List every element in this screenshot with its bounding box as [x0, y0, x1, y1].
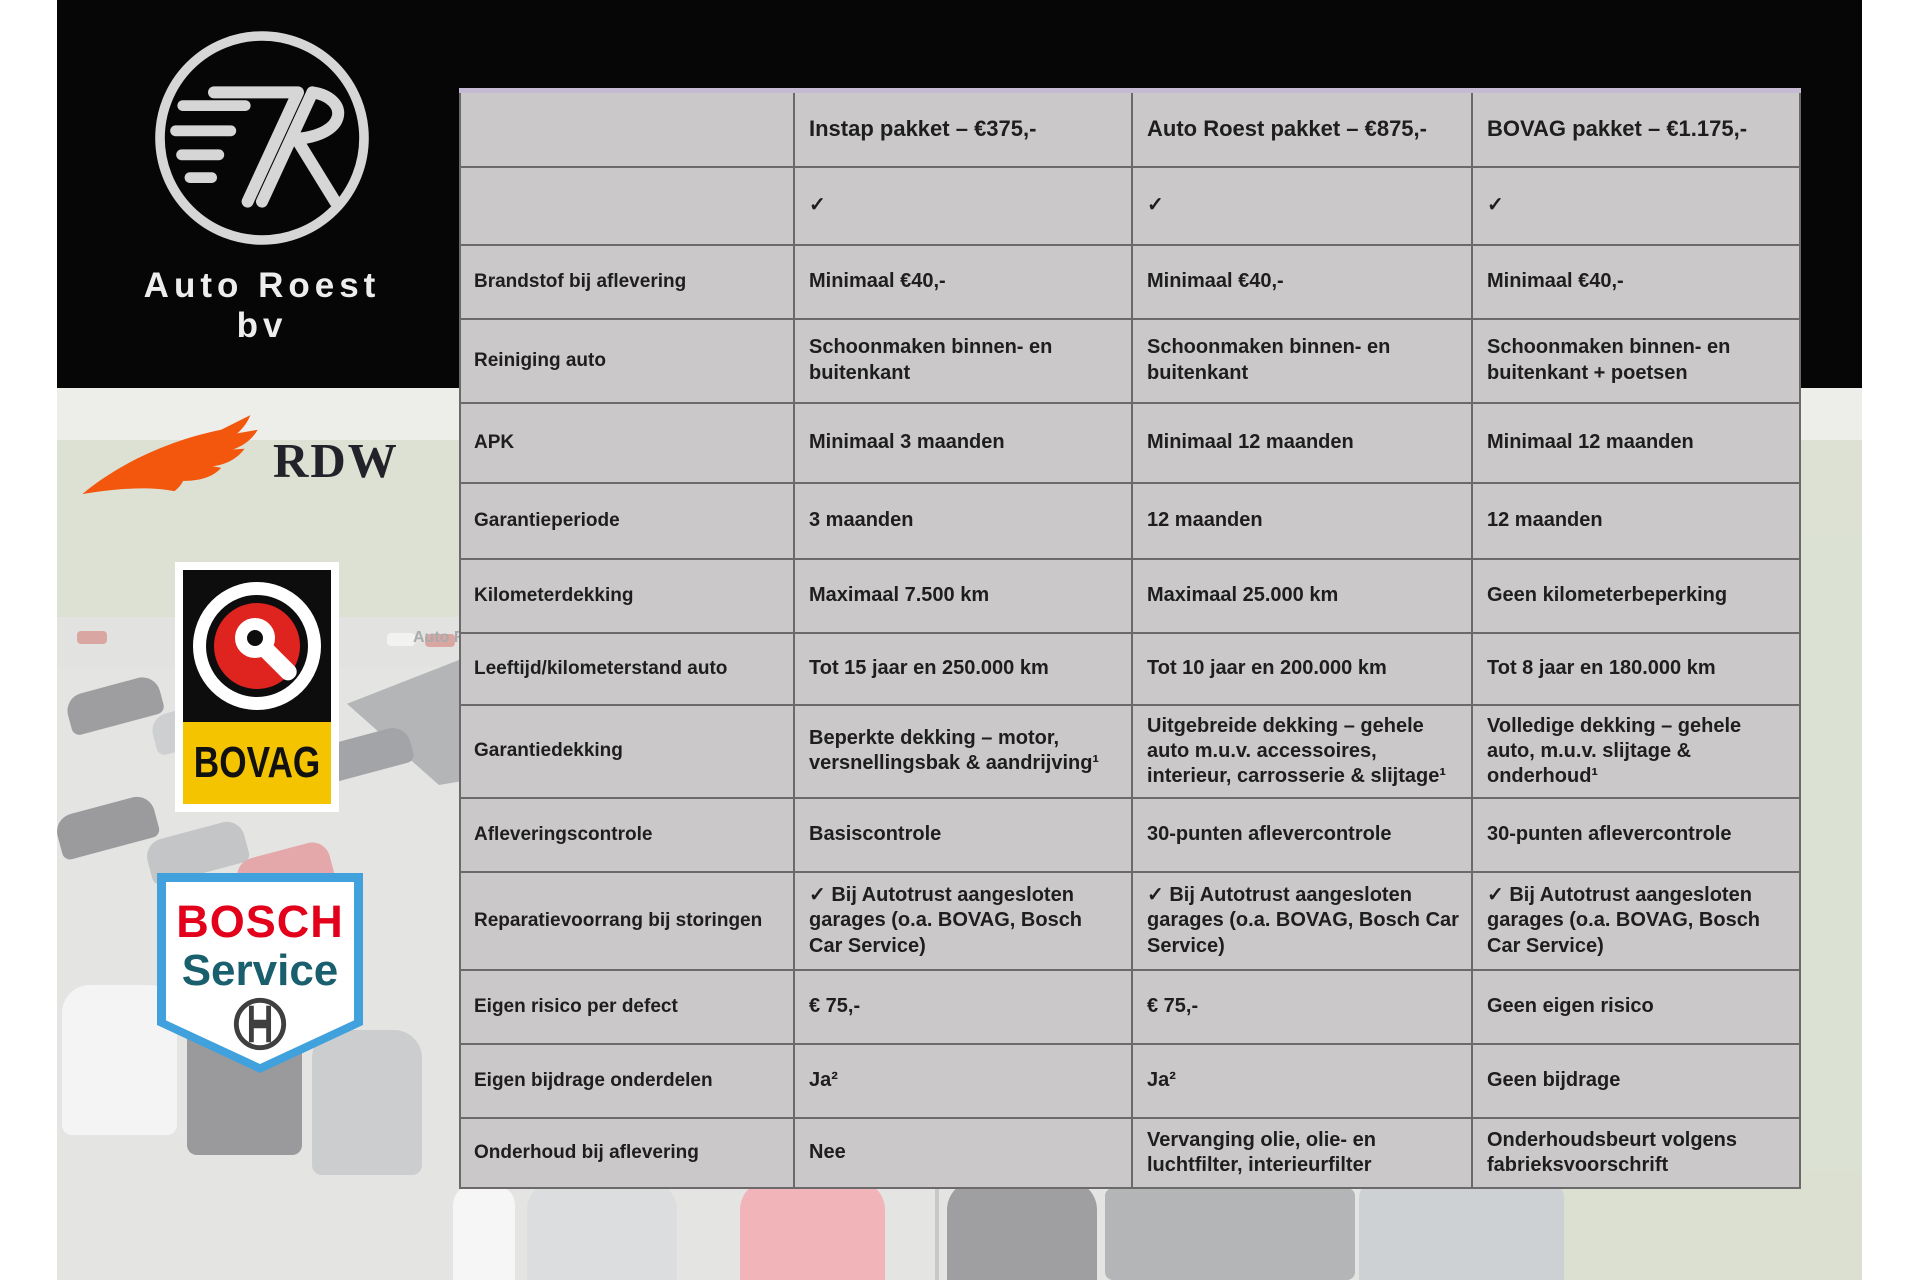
bovag-logo: BOVAG: [175, 562, 339, 812]
rdw-wordmark: RDW: [273, 433, 399, 488]
row-label: Leeftijd/kilometerstand auto: [459, 631, 795, 706]
photo-car: [453, 1185, 515, 1280]
package-value-cell: Minimaal €40,-: [1131, 243, 1473, 320]
package-value-cell: Beperkte dekking – motor, versnellingsba…: [793, 703, 1133, 800]
auto-roest-logo: Auto Roest bv: [117, 18, 407, 346]
package-value-cell: Tot 8 jaar en 180.000 km: [1471, 631, 1801, 706]
row-label: Reparatievoorrang bij storingen: [459, 871, 795, 972]
rdw-logo: RDW: [75, 404, 475, 514]
brand-name: Auto Roest bv: [143, 266, 381, 345]
table-row: Reiniging auto Schoonmaken binnen- en bu…: [459, 317, 1801, 404]
row-label: Garantiedekking: [459, 703, 795, 800]
table-row: Eigen bijdrage onderdelen Ja² Ja² Geen b…: [459, 1043, 1801, 1120]
row-label: Brandstof bij aflevering: [459, 243, 795, 320]
table-row: Garantieperiode 3 maanden 12 maanden 12 …: [459, 481, 1801, 560]
package-value-cell: ✓ Bij Autotrust aangesloten garages (o.a…: [1131, 871, 1473, 972]
package-value-cell: Minimaal 3 maanden: [793, 401, 1133, 484]
package-value-cell: Geen eigen risico: [1471, 969, 1801, 1046]
package-value-cell: Nee: [793, 1117, 1133, 1190]
table-header-row: Instap pakket – €375,- Auto Roest pakket…: [459, 89, 1801, 168]
included-checkmark: ✓: [793, 165, 1133, 246]
table-row: Brandstof bij aflevering Minimaal €40,- …: [459, 243, 1801, 320]
bosch-service-label: Service: [181, 946, 339, 995]
package-value-cell: Ja²: [793, 1043, 1133, 1120]
bosch-service-logo: BOSCH Service: [157, 873, 363, 1073]
included-checkmark: ✓: [1131, 165, 1473, 246]
package-value-cell: Minimaal 12 maanden: [1131, 401, 1473, 484]
package-value-cell: € 75,-: [793, 969, 1133, 1046]
package-value-cell: 3 maanden: [793, 481, 1133, 560]
photo-car: [63, 673, 166, 737]
row-label: Kilometerdekking: [459, 557, 795, 634]
package-value-cell: ✓ Bij Autotrust aangesloten garages (o.a…: [793, 871, 1133, 972]
row-label: Eigen bijdrage onderdelen: [459, 1043, 795, 1120]
column-header-instap: Instap pakket – €375,-: [793, 89, 1133, 168]
package-value-cell: Schoonmaken binnen- en buitenkant + poet…: [1471, 317, 1801, 404]
package-value-cell: Minimaal €40,-: [793, 243, 1133, 320]
row-label: Eigen risico per defect: [459, 969, 795, 1046]
table-row: Leeftijd/kilometerstand auto Tot 15 jaar…: [459, 631, 1801, 706]
photo-car: [947, 1180, 1097, 1280]
photo-car: [740, 1180, 885, 1280]
row-label: APK: [459, 401, 795, 484]
table-row: APK Minimaal 3 maanden Minimaal 12 maand…: [459, 401, 1801, 484]
photo-car: [57, 792, 161, 862]
auto-roest-7r-monogram-icon: [155, 31, 369, 245]
row-label: Afleveringscontrole: [459, 797, 795, 874]
package-value-cell: Schoonmaken binnen- en buitenkant: [793, 317, 1133, 404]
row-label: Onderhoud bij aflevering: [459, 1117, 795, 1190]
photo-van: [1359, 1175, 1564, 1280]
bovag-wordmark: BOVAG: [183, 722, 331, 804]
photo-car: [527, 1180, 677, 1280]
package-value-cell: Geen kilometerbeperking: [1471, 557, 1801, 634]
row-label: Reiniging auto: [459, 317, 795, 404]
table-row: Afleveringscontrole Basiscontrole 30-pun…: [459, 797, 1801, 874]
package-value-cell: Tot 10 jaar en 200.000 km: [1131, 631, 1473, 706]
package-comparison-table: Instap pakket – €375,- Auto Roest pakket…: [459, 88, 1801, 1190]
table-row: Eigen risico per defect € 75,- € 75,- Ge…: [459, 969, 1801, 1046]
bovag-emblem-icon: [183, 570, 331, 722]
package-value-cell: 12 maanden: [1471, 481, 1801, 560]
table-row: Kilometerdekking Maximaal 7.500 km Maxim…: [459, 557, 1801, 634]
package-value-cell: 12 maanden: [1131, 481, 1473, 560]
row-label: Garantieperiode: [459, 481, 795, 560]
rdw-swoosh-icon: [82, 415, 258, 495]
column-header-empty: [459, 89, 795, 168]
column-header-bovag: BOVAG pakket – €1.175,-: [1471, 89, 1801, 168]
photo-grass: [1798, 535, 1862, 1280]
row-label: [459, 165, 795, 246]
package-value-cell: Geen bijdrage: [1471, 1043, 1801, 1120]
package-value-cell: Minimaal €40,-: [1471, 243, 1801, 320]
table-row: Onderhoud bij aflevering Nee Vervanging …: [459, 1117, 1801, 1190]
column-header-auto-roest: Auto Roest pakket – €875,-: [1131, 89, 1473, 168]
package-value-cell: Minimaal 12 maanden: [1471, 401, 1801, 484]
package-value-cell: Basiscontrole: [793, 797, 1133, 874]
table-row: Garantiedekking Beperkte dekking – motor…: [459, 703, 1801, 800]
photo-car: [425, 634, 455, 647]
package-value-cell: Maximaal 7.500 km: [793, 557, 1133, 634]
package-value-cell: Schoonmaken binnen- en buitenkant: [1131, 317, 1473, 404]
bosch-wordmark: BOSCH: [176, 896, 344, 947]
table-row: ✓ ✓ ✓: [459, 165, 1801, 246]
content-area: Auto Ro: [57, 0, 1862, 1280]
included-checkmark: ✓: [1471, 165, 1801, 246]
package-value-cell: Volledige dekking – gehele auto, m.u.v. …: [1471, 703, 1801, 800]
bosch-armature-icon: [233, 997, 287, 1051]
package-value-cell: 30-punten aflevercontrole: [1471, 797, 1801, 874]
package-value-cell: € 75,-: [1131, 969, 1473, 1046]
package-value-cell: 30-punten aflevercontrole: [1131, 797, 1473, 874]
table-row: Reparatievoorrang bij storingen ✓ Bij Au…: [459, 871, 1801, 972]
package-value-cell: Tot 15 jaar en 250.000 km: [793, 631, 1133, 706]
package-value-cell: Uitgebreide dekking – gehele auto m.u.v.…: [1131, 703, 1473, 800]
photo-car: [77, 631, 107, 644]
photo-car: [387, 633, 415, 646]
photo-dark-structure: [1105, 1188, 1355, 1280]
package-value-cell: Maximaal 25.000 km: [1131, 557, 1473, 634]
photo-car: [312, 1030, 422, 1175]
package-value-cell: ✓ Bij Autotrust aangesloten garages (o.a…: [1471, 871, 1801, 972]
package-value-cell: Ja²: [1131, 1043, 1473, 1120]
package-value-cell: Onderhoudsbeurt volgens fabrieksvoorschr…: [1471, 1117, 1801, 1190]
package-value-cell: Vervanging olie, olie- en luchtfilter, i…: [1131, 1117, 1473, 1190]
